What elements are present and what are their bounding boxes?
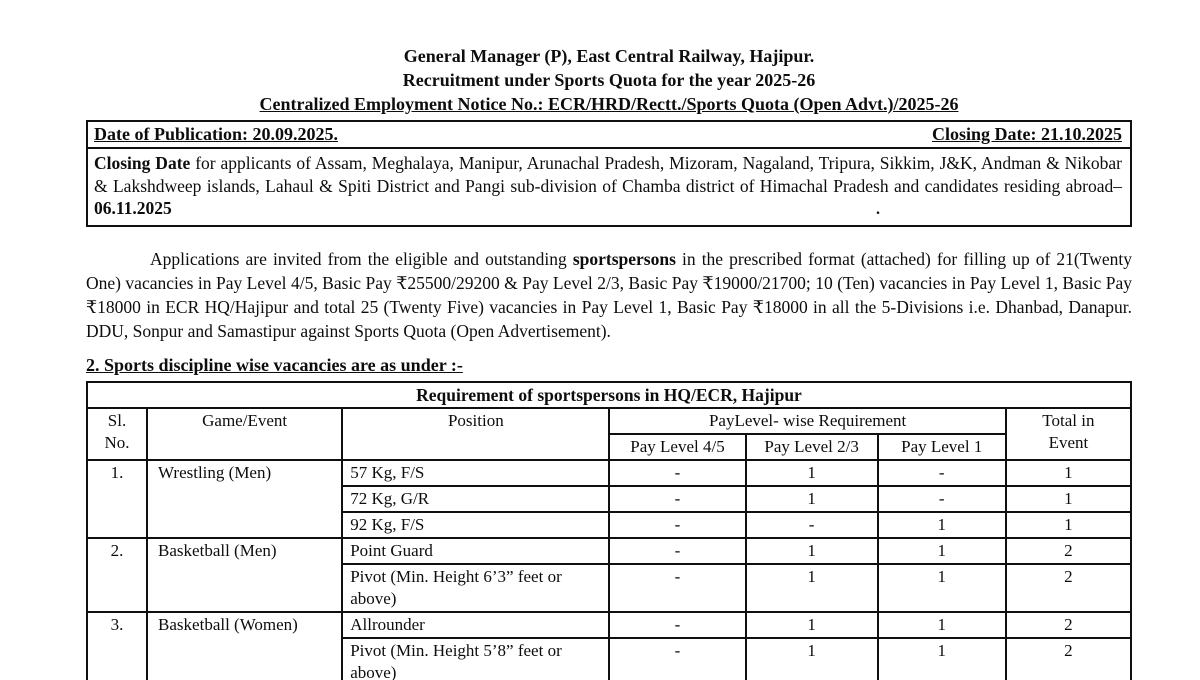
publication-date: Date of Publication: 20.09.2025. — [94, 124, 338, 144]
intro-part1: Applications are invited from the eligib… — [150, 248, 573, 269]
col-header-pay-level-1: Pay Level 1 — [876, 432, 1007, 461]
col-header-position: Position — [341, 406, 611, 461]
pl45-cell: - — [608, 510, 747, 539]
table-row: 2. Basketball (Men) Point Guard - 1 1 2 — [85, 536, 1133, 613]
doc-title: General Manager (P), East Central Railwa… — [403, 46, 815, 66]
col-header-total-line1: Total in — [1042, 410, 1095, 430]
col-header-total-line2: Event — [1048, 432, 1089, 452]
game-cell: Basketball (Men) — [146, 536, 344, 613]
position-cell: Allrounder — [341, 610, 611, 639]
pl45-cell: - — [608, 458, 747, 487]
intro-bold-sportspersons: sportspersons — [572, 248, 676, 269]
pl45-cell: - — [608, 636, 747, 680]
document-page: General Manager (P), East Central Railwa… — [85, 44, 1133, 680]
table-caption: Requirement of sportspersons in HQ/ECR, … — [86, 380, 1132, 409]
position-cell: 57 Kg, F/S — [341, 458, 611, 487]
table-subheader-row: Pay Level 4/5 Pay Level 2/3 Pay Level 1 — [87, 432, 1131, 461]
pl1-cell: 1 — [876, 610, 1007, 639]
note-body: for applicants of Assam, Meghalaya, Mani… — [94, 153, 1122, 196]
col-header-sl-no: Sl. No. — [85, 406, 149, 461]
position-cell: 92 Kg, F/S — [341, 510, 611, 539]
col-header-pay-level-45: Pay Level 4/5 — [608, 432, 747, 461]
extended-closing-note: Closing Date for applicants of Assam, Me… — [88, 149, 1130, 225]
table-header-row: Sl. No. Game/Event Position PayLevel- wi… — [85, 406, 1133, 461]
game-cell: Wrestling (Men) — [146, 458, 344, 539]
intro-part2: in the prescribed format (attached) for … — [86, 248, 1132, 341]
pl1-cell: 1 — [876, 636, 1007, 680]
note-lead: Closing Date — [94, 153, 191, 173]
sl-cell: 3. — [85, 610, 149, 680]
intro-paragraph: Applications are invited from the eligib… — [86, 247, 1132, 343]
position-text: Pivot (Min. Height 5’8” feet or above) — [350, 640, 562, 680]
table-row: 1. Wrestling (Men) 57 Kg, F/S - 1 - 1 — [85, 458, 1133, 539]
doc-subtitle: Recruitment under Sports Quota for the y… — [402, 70, 816, 90]
vacancy-table: Requirement of sportspersons in HQ/ECR, … — [85, 380, 1133, 680]
pl1-cell: 1 — [876, 562, 1007, 613]
pl45-cell: - — [608, 562, 747, 613]
closing-date: Closing Date: 21.10.2025 — [932, 124, 1122, 144]
date-box: Date of Publication: 20.09.2025. Closing… — [86, 120, 1132, 227]
pl1-cell: 1 — [876, 536, 1007, 565]
position-text: Pivot (Min. Height 6’3” feet or above) — [350, 566, 562, 608]
total-cell: 2 — [1004, 636, 1133, 680]
total-cell: 1 — [1004, 484, 1133, 513]
date-row: Date of Publication: 20.09.2025. Closing… — [88, 122, 1130, 149]
pl23-cell: 1 — [744, 536, 879, 565]
note-extended-date: 06.11.2025 — [94, 198, 172, 218]
pl23-cell: 1 — [744, 636, 879, 680]
total-cell: 2 — [1004, 536, 1133, 565]
total-cell: 1 — [1004, 510, 1133, 539]
position-cell: Pivot (Min. Height 6’3” feet or above) — [341, 562, 611, 613]
section-2-heading: 2. Sports discipline wise vacancies are … — [86, 354, 463, 375]
game-cell: Basketball (Women) — [146, 610, 344, 680]
sl-cell: 2. — [85, 536, 149, 613]
pl45-cell: - — [608, 484, 747, 513]
total-cell: 1 — [1004, 458, 1133, 487]
position-cell: Point Guard — [341, 536, 611, 565]
position-cell: 72 Kg, G/R — [341, 484, 611, 513]
notice-number: Centralized Employment Notice No.: ECR/H… — [259, 94, 959, 114]
table-row: Pivot (Min. Height 5’8” feet or above) -… — [87, 636, 1133, 680]
col-header-game-event: Game/Event — [146, 406, 344, 461]
stray-dot: . — [876, 200, 880, 218]
total-cell: 2 — [1004, 610, 1133, 639]
col-header-total-in-event: Total in Event — [1004, 406, 1133, 461]
pl1-cell: - — [876, 458, 1007, 487]
table-row: 72 Kg, G/R - 1 - 1 — [87, 484, 1133, 513]
pl1-cell: - — [876, 484, 1007, 513]
table-row: Pivot (Min. Height 6’3” feet or above) -… — [87, 562, 1133, 613]
col-header-pay-level-23: Pay Level 2/3 — [744, 432, 879, 461]
pl23-cell: 1 — [744, 610, 879, 639]
table-row: 92 Kg, F/S - - 1 1 — [87, 510, 1133, 539]
document-header: General Manager (P), East Central Railwa… — [86, 44, 1132, 116]
col-header-no: No. — [104, 432, 130, 452]
pl23-cell: - — [744, 510, 879, 539]
position-cell: Pivot (Min. Height 5’8” feet or above) — [341, 636, 611, 680]
table-row: 3. Basketball (Women) Allrounder - 1 1 2 — [85, 610, 1133, 680]
pl1-cell: 1 — [876, 510, 1007, 539]
col-header-paylevel-group: PayLevel- wise Requirement — [608, 406, 1007, 435]
col-header-sl: Sl. — [107, 410, 127, 430]
pl45-cell: - — [608, 536, 747, 565]
sl-cell: 1. — [85, 458, 149, 539]
table-caption-row: Requirement of sportspersons in HQ/ECR, … — [86, 380, 1132, 409]
pl23-cell: 1 — [744, 562, 879, 613]
pl45-cell: - — [608, 610, 747, 639]
pl23-cell: 1 — [744, 458, 879, 487]
total-cell: 2 — [1004, 562, 1133, 613]
pl23-cell: 1 — [744, 484, 879, 513]
